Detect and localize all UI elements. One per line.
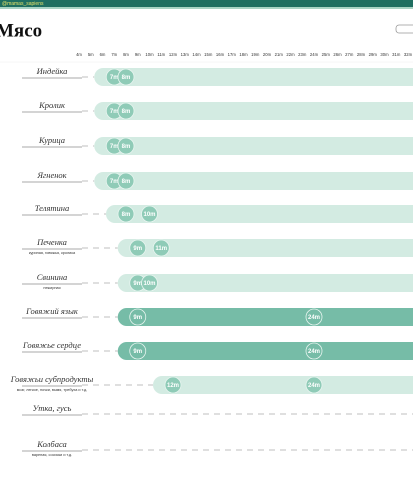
tick-label: 4m <box>76 52 82 57</box>
marker <box>305 376 323 394</box>
tick-label: 15m <box>204 52 213 57</box>
marker-label: 7m <box>110 75 119 81</box>
timeline-bar <box>94 102 413 120</box>
marker <box>141 205 158 223</box>
row-label: Телятина <box>35 203 70 213</box>
tick-label: 29m <box>369 52 378 57</box>
timeline-bar <box>94 137 413 155</box>
tick-label: 26m <box>333 52 342 57</box>
row-label: Индейка <box>36 66 68 76</box>
tick-label: 20m <box>263 52 272 57</box>
timeline-bar <box>94 68 413 86</box>
top-strip <box>0 0 413 7</box>
marker <box>152 239 170 257</box>
row-label: Колбаса <box>36 439 67 449</box>
tick-label: 28m <box>357 52 366 57</box>
marker <box>129 308 147 326</box>
marker-label: 12m <box>167 383 179 389</box>
marker-label: 9m <box>133 349 142 355</box>
marker-label: 9m <box>133 281 142 287</box>
tick-label: 10m <box>145 52 154 57</box>
marker <box>129 239 147 257</box>
marker-label: 8m <box>122 75 131 81</box>
tick-label: 9m <box>135 52 141 57</box>
row-label: Свинина <box>37 272 68 282</box>
corner-button[interactable] <box>395 24 413 34</box>
marker-label: 9m <box>133 246 142 252</box>
marker <box>129 342 147 360</box>
timeline-bar <box>117 308 413 326</box>
marker <box>117 102 135 120</box>
tick-label: 16m <box>216 52 225 57</box>
timeline-bar <box>106 205 413 223</box>
tick-label: 27m <box>345 52 354 57</box>
marker-label: 10m <box>143 212 155 218</box>
tick-label: 22m <box>286 52 295 57</box>
tick-label: 6m <box>100 52 106 57</box>
marker <box>305 308 323 326</box>
marker-label: 24m <box>308 349 320 355</box>
tick-label: 8m <box>123 52 129 57</box>
row-label: Курица <box>38 135 65 145</box>
timeline-bar <box>117 239 413 257</box>
marker <box>141 274 158 292</box>
marker <box>117 172 135 190</box>
marker-label: 7m <box>110 109 119 115</box>
sub-label: куриная, говяжья, кролика <box>29 251 76 255</box>
tick-label: 14m <box>192 52 201 57</box>
marker-label: 7m <box>110 179 119 185</box>
tick-label: 5m <box>88 52 94 57</box>
sub-label: вареная, сосиски и т.д. <box>32 453 72 457</box>
sub-label: мозг, легкое, почки, вымя, требуха и т.д… <box>17 388 87 392</box>
top-strip-edge <box>0 7 413 9</box>
row-label: Ягненок <box>36 170 67 180</box>
tick-label: 21m <box>275 52 284 57</box>
marker-label: 24m <box>308 315 320 321</box>
tick-label: 18m <box>239 52 248 57</box>
timeline-bar <box>117 342 413 360</box>
tick-label: 30m <box>380 52 389 57</box>
marker-label: 8m <box>122 144 131 150</box>
row-label: Кролик <box>38 100 66 110</box>
marker <box>117 137 135 155</box>
timeline-bar <box>117 274 413 292</box>
timeline-bar <box>94 172 413 190</box>
marker-label: 10m <box>143 281 155 287</box>
row-label: Говяжий язык <box>25 306 79 316</box>
tick-label: 17m <box>228 52 237 57</box>
sub-label: нежирная <box>43 286 60 290</box>
tick-label: 32m <box>404 52 413 57</box>
marker-label: 8m <box>122 212 131 218</box>
tick-label: 19m <box>251 52 260 57</box>
tick-label: 7m <box>111 52 117 57</box>
tick-label: 24m <box>310 52 319 57</box>
brand: @mamas_sapiens <box>2 1 44 7</box>
marker-label: 8m <box>122 179 131 185</box>
row-label: Говяжьи субпродукты <box>10 374 94 384</box>
tick-label: 12m <box>169 52 178 57</box>
tick-label: 11m <box>157 52 165 57</box>
marker-label: 9m <box>133 315 142 321</box>
tick-label: 31m <box>392 52 401 57</box>
marker-label: 7m <box>110 144 119 150</box>
timeline-bar <box>153 376 413 394</box>
marker <box>117 68 135 86</box>
tick-label: 13m <box>181 52 190 57</box>
marker-label: 8m <box>122 109 131 115</box>
row-label: Говяжье сердце <box>22 340 81 350</box>
page-title: Мясо <box>0 20 42 41</box>
marker <box>117 205 135 223</box>
row-label: Печенка <box>36 237 67 247</box>
marker <box>305 342 323 360</box>
tick-label: 25m <box>322 52 331 57</box>
row-label: Утка, гусь <box>33 403 72 413</box>
tick-label: 23m <box>298 52 307 57</box>
marker-label: 11m <box>155 246 167 252</box>
marker <box>164 376 182 394</box>
marker-label: 24m <box>308 383 320 389</box>
